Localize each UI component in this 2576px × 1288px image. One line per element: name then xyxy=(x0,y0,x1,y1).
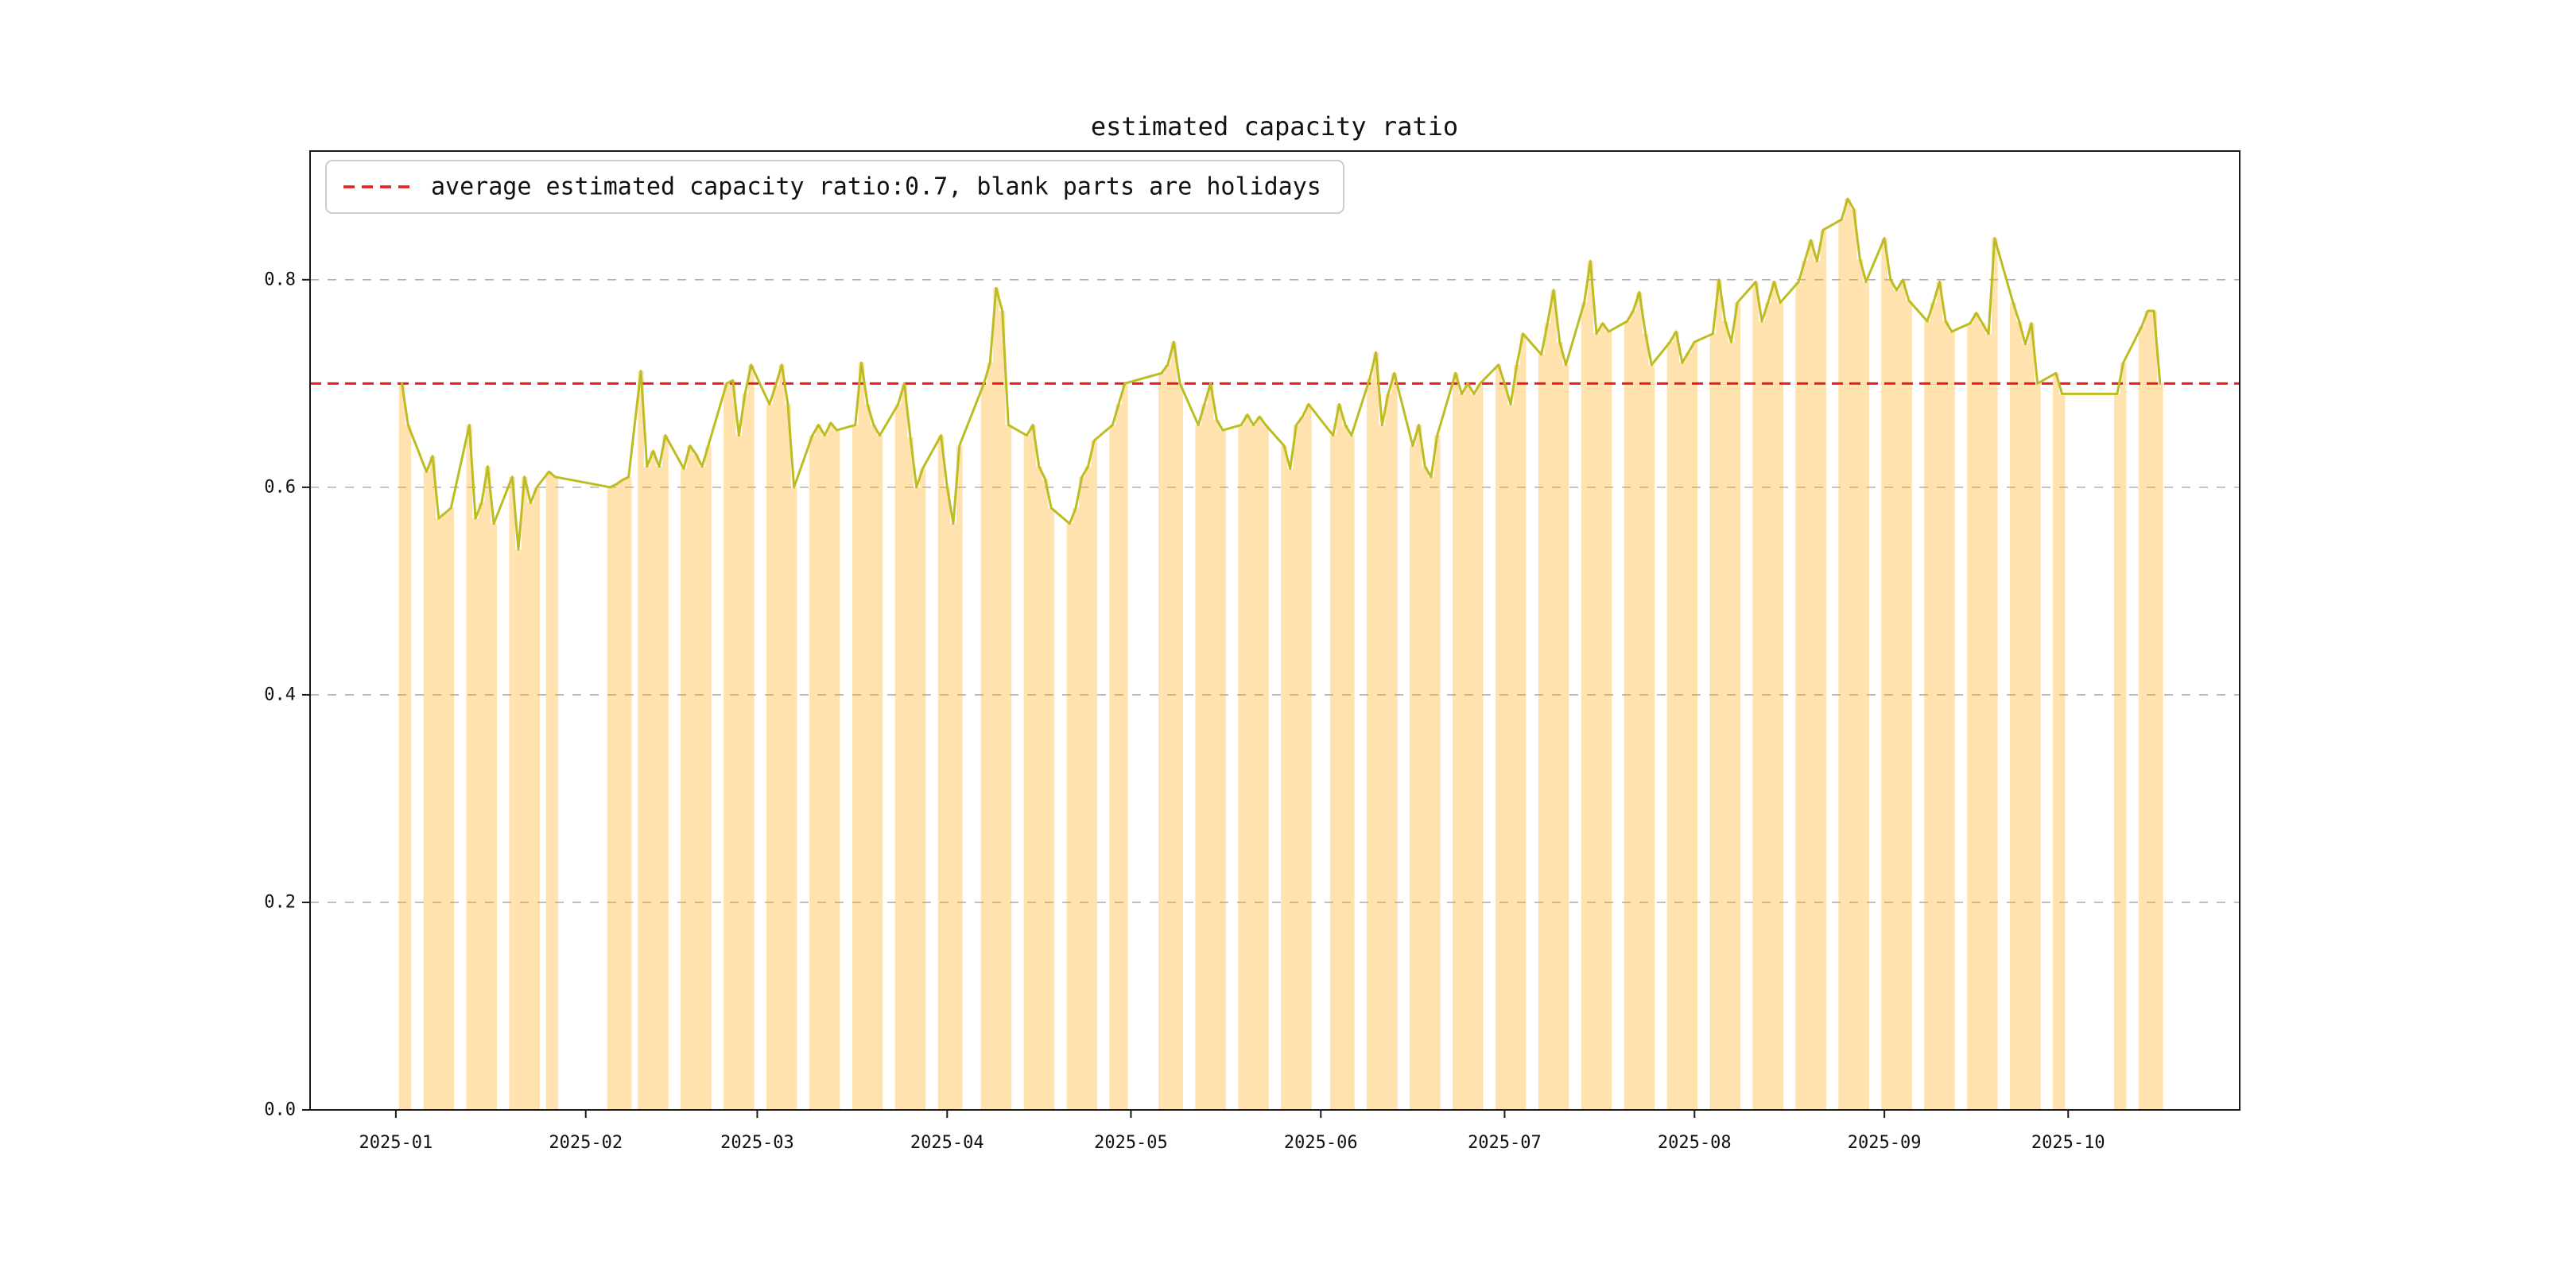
y-tick-label: 0.2 xyxy=(264,892,296,912)
workday-bar-run xyxy=(2053,373,2066,1111)
workday-bar-run xyxy=(1838,199,1869,1111)
y-tick-label: 0.8 xyxy=(264,270,296,289)
x-tick-label: 2025-10 xyxy=(2031,1133,2105,1153)
axes: 0.0 0.2 0.4 0.6 0.8 2025-01 2025-02 2025-03 2025… xyxy=(264,150,2240,1153)
x-tick-label: 2025-06 xyxy=(1284,1133,1358,1153)
x-tick-label: 2025-01 xyxy=(359,1133,433,1153)
workday-bar-run xyxy=(607,476,632,1110)
chart-title: estimated capacity ratio xyxy=(1091,111,1458,142)
capacity-ratio-line-layer xyxy=(401,197,2162,551)
y-tick-label: 0.6 xyxy=(264,477,296,497)
workday-bar-run xyxy=(1329,404,1355,1110)
workday-bar-run xyxy=(1238,414,1269,1110)
workday-bar-run xyxy=(1538,289,1569,1110)
workday-bar-run xyxy=(466,425,497,1110)
workday-bar-run xyxy=(766,364,797,1110)
workday-bar-run xyxy=(1367,352,1398,1111)
y-tick-label: 0.4 xyxy=(264,685,296,704)
plot-border xyxy=(309,150,2240,1111)
workday-bar-run xyxy=(1195,383,1226,1110)
x-tick-label: 2025-02 xyxy=(549,1133,623,1153)
workday-bar-run xyxy=(2010,302,2041,1110)
workday-bar-run xyxy=(1967,238,1998,1110)
workday-bar-run xyxy=(638,370,669,1110)
legend-box xyxy=(325,160,1344,214)
workday-bar-run xyxy=(1495,333,1527,1110)
legend-label: average estimated capacity ratio:0.7, bl… xyxy=(431,173,1321,201)
workday-bar-run xyxy=(809,422,840,1110)
workday-bar-run xyxy=(509,476,540,1110)
workday-bar-run xyxy=(1410,425,1441,1110)
x-tick-label: 2025-08 xyxy=(1658,1133,1732,1153)
workday-bar-run xyxy=(2138,311,2163,1110)
workday-bar-run xyxy=(681,445,712,1110)
x-tick-label: 2025-03 xyxy=(720,1133,794,1153)
x-tick-label: 2025-09 xyxy=(1848,1133,1922,1153)
workday-bar-run xyxy=(423,456,455,1110)
workday-bar-run xyxy=(1158,342,1183,1110)
workday-bar-run xyxy=(894,383,926,1110)
workday-bar-run xyxy=(1709,279,1741,1111)
x-tick-label: 2025-05 xyxy=(1094,1133,1168,1153)
workday-bar-run xyxy=(1752,281,1783,1110)
workday-bar-run xyxy=(852,363,883,1110)
workday-bar-run xyxy=(937,435,963,1110)
workday-bar-run xyxy=(724,364,755,1110)
x-tick-label: 2025-04 xyxy=(910,1133,984,1153)
x-tick-label: 2025-07 xyxy=(1468,1133,1542,1153)
y-tick-label: 0.0 xyxy=(264,1100,296,1120)
workday-bar-run xyxy=(1023,425,1055,1110)
workday-bar-run xyxy=(545,471,559,1110)
workday-bar-run xyxy=(1066,440,1098,1110)
workday-bar-run xyxy=(1666,332,1698,1110)
workday-bar-run xyxy=(1109,383,1128,1110)
workday-bar-run xyxy=(1924,281,1955,1110)
workday-bar-run xyxy=(2114,363,2127,1110)
workday-bar-run xyxy=(1281,404,1312,1110)
workday-bar-run xyxy=(980,288,1012,1111)
legend: average estimated capacity ratio:0.7, bl… xyxy=(325,160,1344,214)
workday-bar-run xyxy=(1624,292,1655,1111)
workday-bars xyxy=(398,199,2163,1111)
workday-bar-run xyxy=(1881,238,1912,1110)
workday-bar-run xyxy=(1581,261,1612,1111)
workday-bar-run xyxy=(1795,230,1826,1110)
workday-bar-run xyxy=(398,383,412,1110)
workday-bar-run xyxy=(1452,373,1484,1111)
capacity-ratio-line xyxy=(401,197,2162,551)
